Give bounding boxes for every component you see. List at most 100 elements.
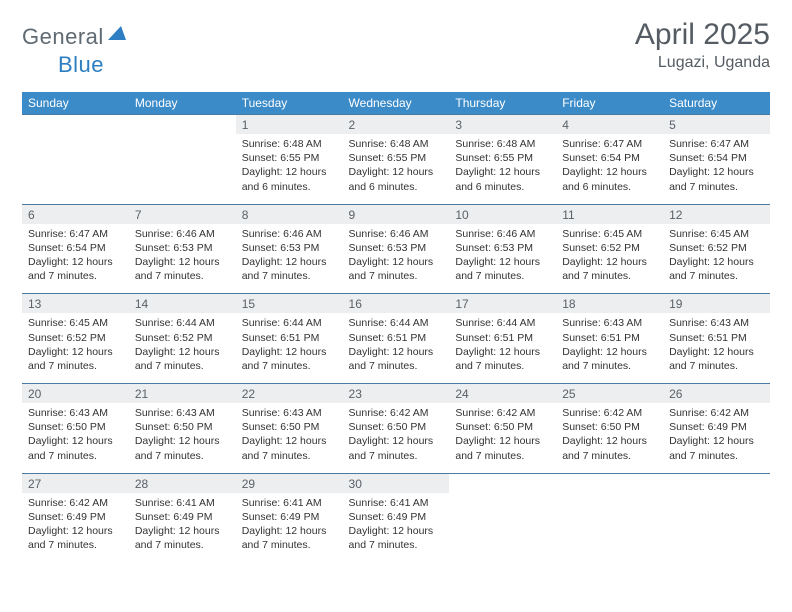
- date-number: 5: [669, 118, 676, 132]
- day-content: Sunrise: 6:44 AMSunset: 6:51 PMDaylight:…: [449, 313, 556, 383]
- daylight2-text: and 6 minutes.: [349, 180, 444, 194]
- sunrise-text: Sunrise: 6:45 AM: [669, 227, 764, 241]
- daylight1-text: Daylight: 12 hours: [28, 434, 123, 448]
- date-number: 29: [242, 477, 255, 491]
- daylight1-text: Daylight: 12 hours: [242, 165, 337, 179]
- daylight2-text: and 7 minutes.: [28, 359, 123, 373]
- sunrise-text: Sunrise: 6:43 AM: [242, 406, 337, 420]
- weekday-header: Monday: [129, 92, 236, 115]
- date-cell: 22: [236, 384, 343, 404]
- daylight1-text: Daylight: 12 hours: [242, 434, 337, 448]
- content-row: Sunrise: 6:43 AMSunset: 6:50 PMDaylight:…: [22, 403, 770, 473]
- date-cell: [556, 473, 663, 493]
- sunset-text: Sunset: 6:50 PM: [562, 420, 657, 434]
- sunrise-text: Sunrise: 6:46 AM: [349, 227, 444, 241]
- sunset-text: Sunset: 6:53 PM: [135, 241, 230, 255]
- day-content: [449, 493, 556, 563]
- location-label: Lugazi, Uganda: [635, 54, 770, 72]
- daylight2-text: and 7 minutes.: [135, 269, 230, 283]
- day-content: Sunrise: 6:42 AMSunset: 6:49 PMDaylight:…: [663, 403, 770, 473]
- sunset-text: Sunset: 6:49 PM: [669, 420, 764, 434]
- weekday-header: Friday: [556, 92, 663, 115]
- daylight2-text: and 7 minutes.: [455, 359, 550, 373]
- date-cell: 26: [663, 384, 770, 404]
- daylight1-text: Daylight: 12 hours: [242, 345, 337, 359]
- date-number: 21: [135, 387, 148, 401]
- sunrise-text: Sunrise: 6:42 AM: [28, 496, 123, 510]
- sunrise-text: Sunrise: 6:47 AM: [562, 137, 657, 151]
- date-number: 20: [28, 387, 41, 401]
- daylight2-text: and 7 minutes.: [455, 449, 550, 463]
- date-cell: 16: [343, 294, 450, 314]
- date-number: 3: [455, 118, 462, 132]
- month-title: April 2025: [635, 18, 770, 52]
- day-content: Sunrise: 6:46 AMSunset: 6:53 PMDaylight:…: [343, 224, 450, 294]
- sunrise-text: Sunrise: 6:44 AM: [455, 316, 550, 330]
- daylight2-text: and 6 minutes.: [242, 180, 337, 194]
- daylight1-text: Daylight: 12 hours: [135, 345, 230, 359]
- day-content: Sunrise: 6:45 AMSunset: 6:52 PMDaylight:…: [22, 313, 129, 383]
- date-cell: 18: [556, 294, 663, 314]
- daylight2-text: and 7 minutes.: [242, 449, 337, 463]
- date-number: 15: [242, 297, 255, 311]
- date-number: 28: [135, 477, 148, 491]
- daylight1-text: Daylight: 12 hours: [669, 434, 764, 448]
- sunrise-text: Sunrise: 6:46 AM: [242, 227, 337, 241]
- date-cell: [449, 473, 556, 493]
- date-row: 20212223242526: [22, 384, 770, 404]
- daylight1-text: Daylight: 12 hours: [562, 165, 657, 179]
- daylight2-text: and 7 minutes.: [562, 449, 657, 463]
- sunset-text: Sunset: 6:49 PM: [28, 510, 123, 524]
- sunset-text: Sunset: 6:55 PM: [349, 151, 444, 165]
- date-cell: 14: [129, 294, 236, 314]
- day-content: Sunrise: 6:44 AMSunset: 6:51 PMDaylight:…: [343, 313, 450, 383]
- daylight1-text: Daylight: 12 hours: [562, 434, 657, 448]
- sunrise-text: Sunrise: 6:48 AM: [455, 137, 550, 151]
- brand-part2: Blue: [58, 52, 104, 77]
- day-content: [663, 493, 770, 563]
- date-number: 14: [135, 297, 148, 311]
- date-number: 12: [669, 208, 682, 222]
- daylight1-text: Daylight: 12 hours: [455, 345, 550, 359]
- daylight1-text: Daylight: 12 hours: [562, 255, 657, 269]
- daylight2-text: and 7 minutes.: [669, 359, 764, 373]
- date-number: 25: [562, 387, 575, 401]
- date-number: 6: [28, 208, 35, 222]
- sunrise-text: Sunrise: 6:43 AM: [562, 316, 657, 330]
- sunrise-text: Sunrise: 6:44 AM: [242, 316, 337, 330]
- daylight1-text: Daylight: 12 hours: [562, 345, 657, 359]
- day-content: Sunrise: 6:47 AMSunset: 6:54 PMDaylight:…: [22, 224, 129, 294]
- daylight1-text: Daylight: 12 hours: [669, 345, 764, 359]
- date-row: 6789101112: [22, 204, 770, 224]
- daylight2-text: and 7 minutes.: [349, 449, 444, 463]
- date-number: 17: [455, 297, 468, 311]
- date-number: 2: [349, 118, 356, 132]
- date-row: 13141516171819: [22, 294, 770, 314]
- content-row: Sunrise: 6:42 AMSunset: 6:49 PMDaylight:…: [22, 493, 770, 563]
- calendar-table: Sunday Monday Tuesday Wednesday Thursday…: [22, 92, 770, 562]
- date-cell: 23: [343, 384, 450, 404]
- daylight1-text: Daylight: 12 hours: [349, 434, 444, 448]
- triangle-icon: [108, 26, 126, 45]
- sunrise-text: Sunrise: 6:42 AM: [349, 406, 444, 420]
- day-content: Sunrise: 6:48 AMSunset: 6:55 PMDaylight:…: [449, 134, 556, 204]
- sunrise-text: Sunrise: 6:46 AM: [135, 227, 230, 241]
- weekday-header: Tuesday: [236, 92, 343, 115]
- date-cell: 3: [449, 115, 556, 135]
- date-cell: 9: [343, 204, 450, 224]
- sunrise-text: Sunrise: 6:42 AM: [455, 406, 550, 420]
- sunset-text: Sunset: 6:51 PM: [455, 331, 550, 345]
- day-content: Sunrise: 6:45 AMSunset: 6:52 PMDaylight:…: [556, 224, 663, 294]
- daylight2-text: and 7 minutes.: [242, 359, 337, 373]
- sunrise-text: Sunrise: 6:43 AM: [669, 316, 764, 330]
- daylight1-text: Daylight: 12 hours: [28, 255, 123, 269]
- sunrise-text: Sunrise: 6:42 AM: [669, 406, 764, 420]
- day-content: Sunrise: 6:43 AMSunset: 6:50 PMDaylight:…: [129, 403, 236, 473]
- daylight2-text: and 7 minutes.: [669, 449, 764, 463]
- sunset-text: Sunset: 6:54 PM: [28, 241, 123, 255]
- date-number: 8: [242, 208, 249, 222]
- date-number: 7: [135, 208, 142, 222]
- day-content: Sunrise: 6:43 AMSunset: 6:51 PMDaylight:…: [556, 313, 663, 383]
- daylight1-text: Daylight: 12 hours: [242, 255, 337, 269]
- day-content: Sunrise: 6:44 AMSunset: 6:51 PMDaylight:…: [236, 313, 343, 383]
